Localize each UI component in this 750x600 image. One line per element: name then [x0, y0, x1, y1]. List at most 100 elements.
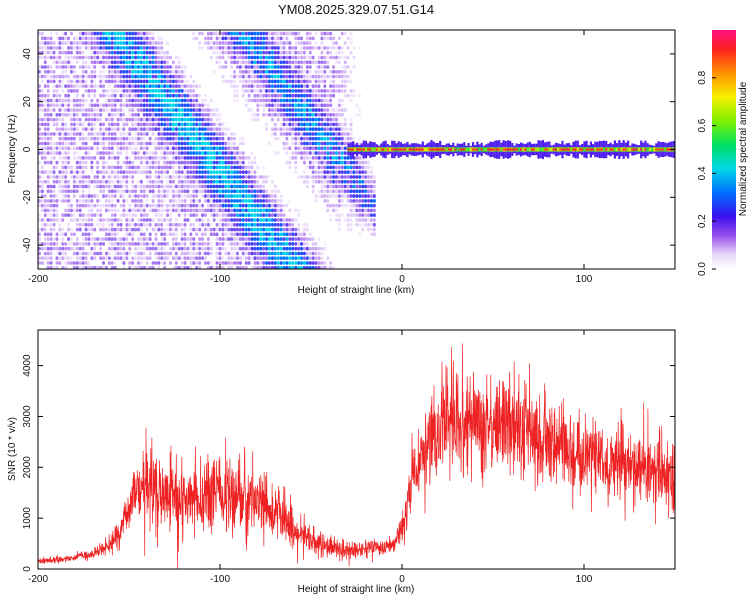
spectrogram-cell: [206, 194, 210, 198]
spectrogram-cell: [78, 203, 82, 208]
spectrogram-cell: [183, 246, 187, 251]
spectrogram-cell: [320, 256, 324, 260]
spectrogram-cell: [49, 184, 53, 189]
spectrogram-cell: [157, 227, 161, 232]
spectrogram-cell: [195, 146, 199, 151]
spectrogram-cell: [122, 175, 126, 179]
x-tick-label: 100: [576, 274, 593, 285]
spectrogram-cell: [206, 180, 210, 184]
spectrogram-cell: [195, 208, 199, 213]
spectrogram-cell: [148, 70, 152, 74]
spectrogram-cell: [145, 65, 149, 69]
spectrogram-cell: [96, 46, 100, 50]
spectrogram-cell: [72, 141, 76, 146]
spectrogram-cell: [294, 136, 298, 141]
spectrogram-cell: [271, 41, 274, 45]
spectrogram-cell: [247, 50, 251, 55]
spectrogram-cell: [323, 246, 327, 251]
spectrogram-cell: [215, 127, 219, 131]
spectrogram-cell: [174, 189, 178, 194]
spectrogram-cell: [99, 242, 103, 246]
spectrogram-cell: [180, 93, 184, 98]
spectrogram-cell: [189, 203, 193, 208]
spectrogram-cell: [72, 55, 76, 60]
spectrogram-cell: [72, 79, 76, 84]
spectrogram-cell: [294, 46, 298, 50]
spectrogram-cell: [212, 232, 216, 237]
spectrogram-cell: [55, 237, 59, 241]
spectrogram-cell: [40, 31, 44, 36]
spectrogram-cell: [340, 50, 344, 55]
spectrogram-cell: [84, 146, 88, 151]
spectrogram-cell: [119, 170, 123, 174]
spectrogram-cell: [209, 113, 213, 117]
spectrogram-cell: [206, 108, 210, 112]
spectrogram-cell: [166, 136, 169, 141]
spectrogram-cell: [317, 93, 321, 98]
spectrogram-cell: [317, 55, 321, 60]
spectrogram-cell: [87, 175, 91, 179]
spectrogram-cell: [250, 165, 254, 170]
spectrogram-cell: [38, 84, 41, 88]
spectrogram-cell: [308, 79, 312, 84]
spectrogram-cell: [55, 208, 59, 213]
spectrogram-cell: [163, 189, 167, 194]
spectrogram-cell: [250, 199, 254, 203]
spectrogram-cell: [90, 194, 94, 198]
spectrogram-cell: [308, 55, 312, 60]
spectrogram-cell: [209, 165, 213, 170]
spectrogram-cell: [119, 151, 123, 155]
spectrogram-cell: [340, 160, 344, 165]
spectrogram-cell: [122, 189, 126, 194]
spectrogram-cell: [134, 151, 137, 155]
spectrogram-cell: [218, 160, 222, 165]
spectrogram-cell: [250, 256, 254, 260]
spectrogram-cell: [221, 208, 225, 213]
spectrogram-cell: [189, 113, 193, 117]
spectrogram-cell: [125, 89, 129, 93]
spectrogram-cell: [78, 156, 82, 160]
spectrogram-cell: [119, 242, 123, 246]
spectrogram-cell: [253, 31, 257, 36]
spectrogram-cell: [192, 122, 196, 127]
spectrogram-cell: [148, 108, 152, 112]
spectrogram-cell: [131, 223, 135, 227]
spectrogram-cell: [160, 189, 164, 194]
spectrogram-cell: [294, 55, 298, 60]
spectrogram-cell: [271, 246, 274, 251]
spectrogram-cell: [128, 103, 132, 108]
spectrogram-cell: [311, 89, 315, 93]
spectrogram-cell: [297, 146, 301, 151]
spectrogram-cell: [110, 136, 114, 141]
spectrogram-cell: [358, 189, 362, 194]
spectrogram-cell: [314, 156, 318, 160]
spectrogram-cell: [343, 184, 347, 189]
spectrogram-cell: [343, 170, 347, 174]
spectrogram-cell: [335, 208, 338, 213]
spectrogram-cell: [142, 232, 146, 237]
spectrogram-cell: [224, 232, 228, 237]
spectrogram-cell: [93, 31, 97, 36]
spectrogram-cell: [166, 156, 169, 160]
spectrogram-cell: [72, 180, 76, 184]
spectrogram-cell: [335, 165, 338, 170]
spectrogram-cell: [177, 132, 181, 136]
spectrogram-cell: [221, 246, 225, 251]
spectrogram-cell: [58, 156, 62, 160]
spectrogram-cell: [268, 227, 271, 232]
spectrogram-cell: [61, 141, 65, 146]
spectrogram-cell: [139, 103, 143, 108]
spectrogram-cell: [128, 132, 132, 136]
zero-line-core: [618, 148, 621, 151]
spectrogram-cell: [163, 237, 167, 241]
spectrogram-cell: [43, 84, 47, 88]
spectrogram-cell: [279, 242, 283, 246]
spectrogram-cell: [163, 136, 167, 141]
spectrogram-cell: [131, 242, 135, 246]
spectrogram-cell: [268, 194, 271, 198]
spectrogram-cell: [52, 55, 56, 60]
spectrogram-cell: [256, 213, 260, 217]
spectrogram-cell: [285, 261, 289, 265]
spectrogram-cell: [206, 141, 210, 146]
spectrogram-cell: [340, 189, 344, 194]
